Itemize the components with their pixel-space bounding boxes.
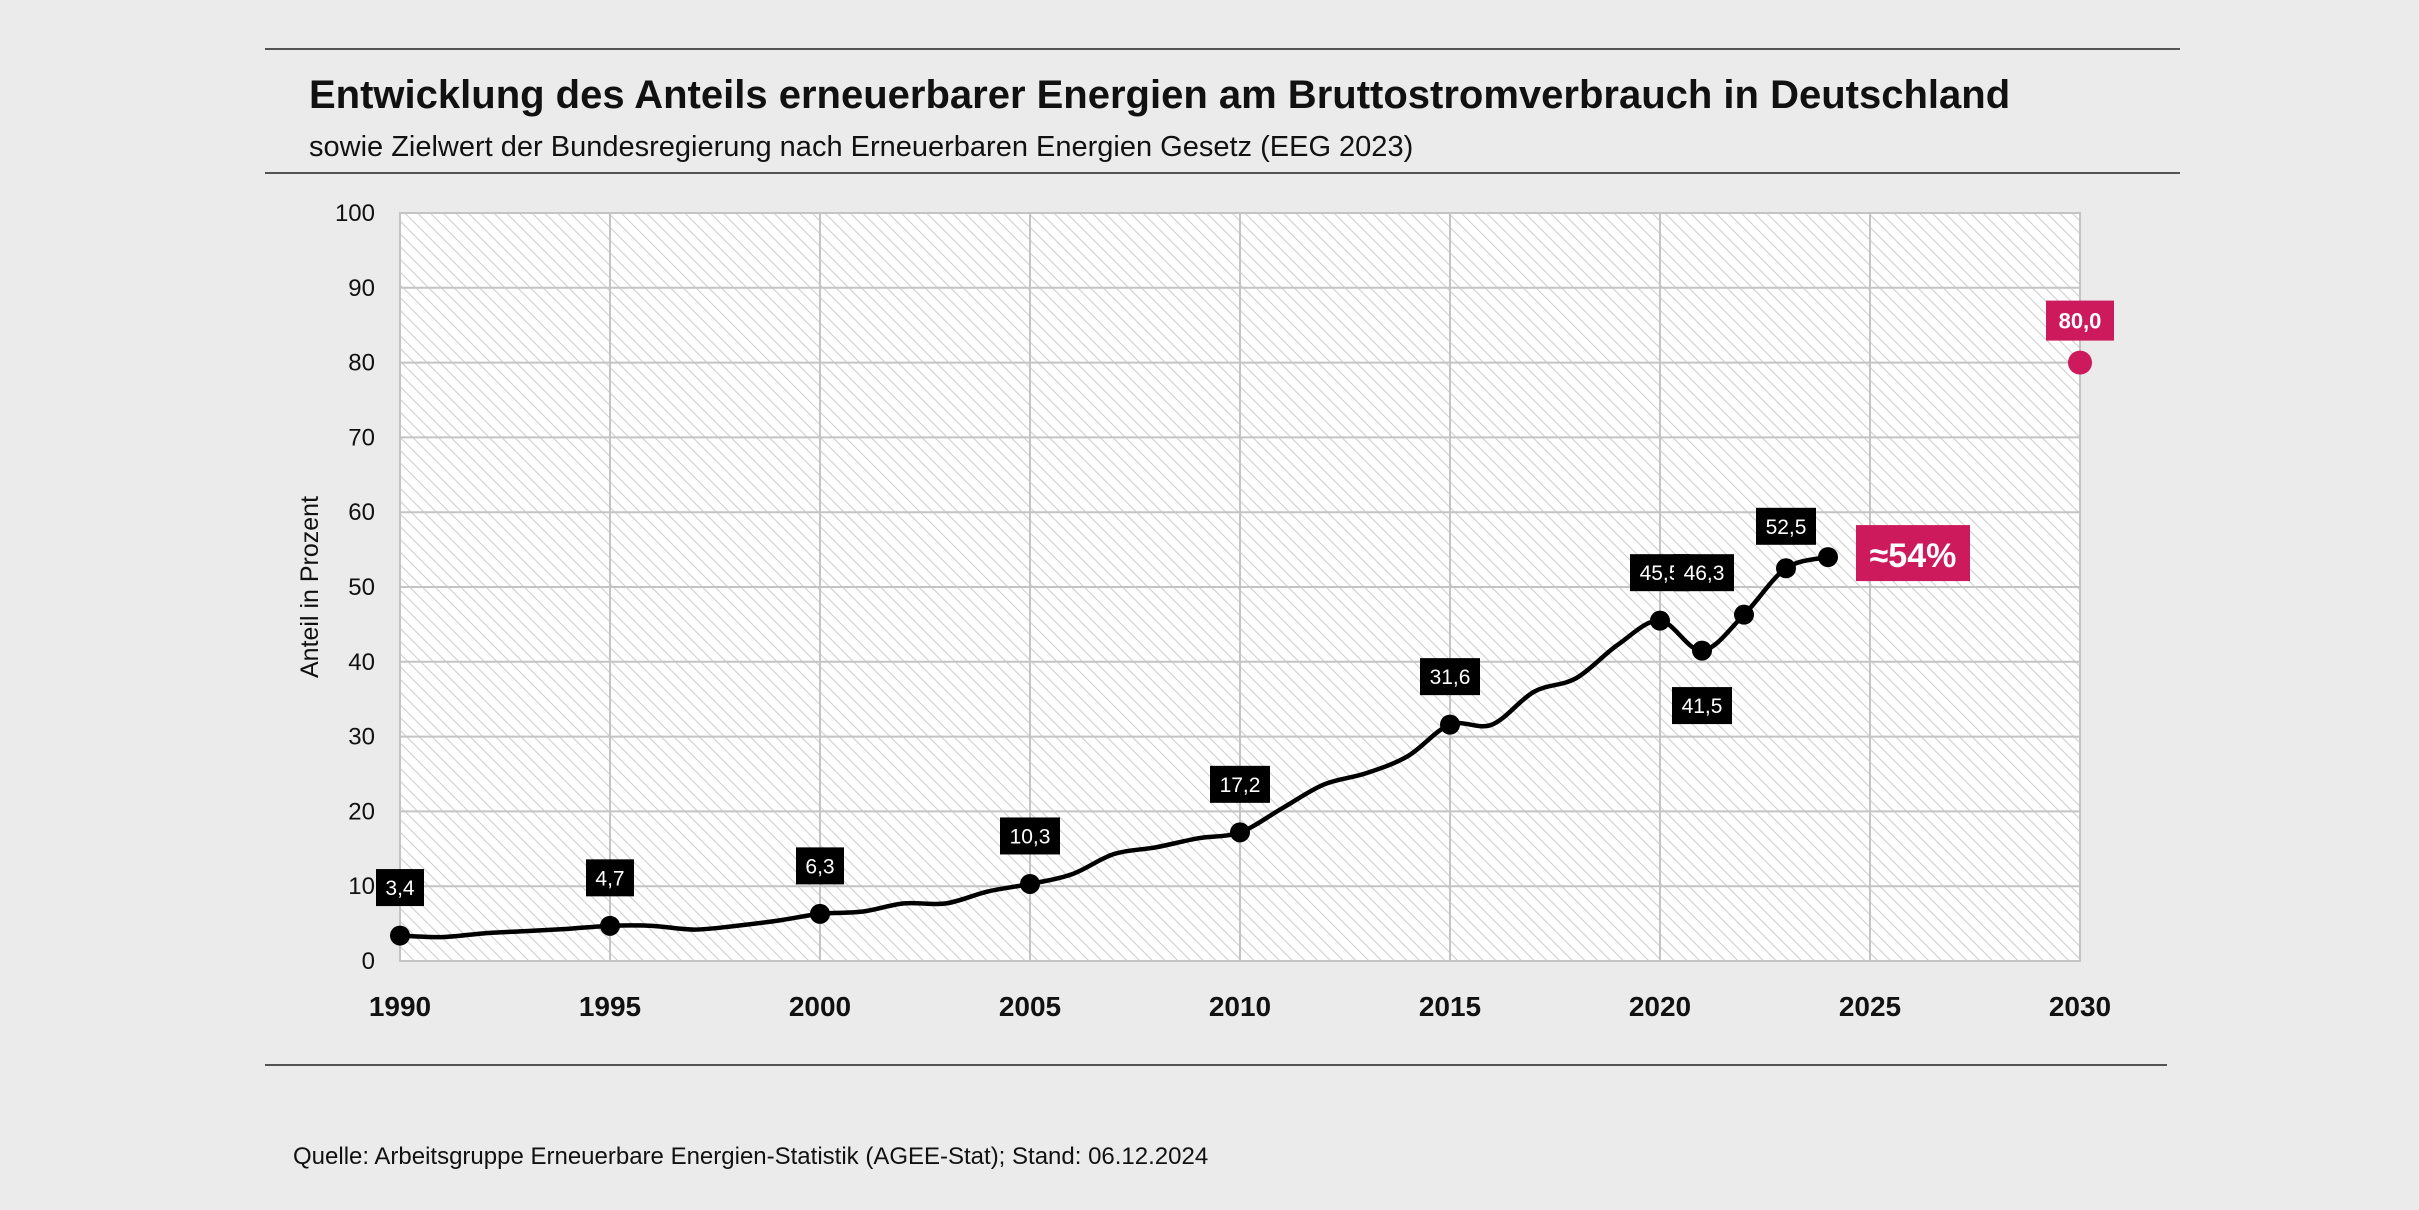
data-label-2023: 52,5 (1756, 507, 1816, 545)
series-line (399, 554, 1829, 940)
y-tick-label: 60 (348, 499, 375, 526)
y-tick-label: 100 (335, 200, 375, 227)
data-label-box (796, 847, 844, 885)
data-label-text: 31,6 (1430, 666, 1471, 689)
data-label-box (1420, 658, 1480, 696)
data-label-text: 45,5 (1640, 562, 1681, 585)
y-tick-label: 70 (348, 424, 375, 451)
data-label-text: 3,4 (385, 877, 415, 900)
x-tick-label: 2020 (1629, 991, 1691, 1022)
data-label-box (1672, 687, 1732, 725)
y-tick-label: 40 (348, 649, 375, 676)
x-tick-label: 2015 (1419, 991, 1481, 1022)
data-point-2022 (1734, 604, 1754, 625)
x-tick-label: 2025 (1839, 991, 1901, 1022)
data-point-1995 (600, 915, 620, 936)
data-label-box (586, 859, 634, 897)
estimate-label-text: ≈54% (1870, 537, 1957, 575)
y-tick-label: 90 (348, 275, 375, 302)
x-tick-label: 2010 (1209, 991, 1271, 1022)
chart-subtitle: sowie Zielwert der Bundesregierung nach … (309, 131, 1413, 163)
grid (400, 213, 2080, 961)
y-tick-label: 50 (348, 574, 375, 601)
data-label-text: 41,5 (1682, 695, 1723, 718)
estimate-label: ≈54% (1856, 525, 1970, 582)
y-tick-labels: 0 10 20 30 40 50 60 70 80 90 100 (335, 200, 375, 975)
source-note: Quelle: Arbeitsgruppe Erneuerbare Energi… (293, 1143, 1208, 1170)
y-tick-label: 0 (362, 948, 375, 975)
x-tick-label: 1995 (579, 991, 641, 1022)
chart-title: Entwicklung des Anteils erneuerbarer Ene… (309, 73, 2010, 117)
target-point (2068, 350, 2092, 375)
data-point-2021 (1692, 640, 1712, 661)
data-label-box (1210, 765, 1270, 803)
data-label-2000: 6,3 (796, 847, 844, 885)
data-point-2020 (1650, 610, 1670, 631)
data-label-2021: 41,5 (1672, 687, 1732, 725)
x-tick-label: 1990 (369, 991, 431, 1022)
data-label-2015: 31,6 (1420, 658, 1480, 696)
data-point-2005 (1020, 873, 1040, 894)
data-label-1990: 3,4 (376, 869, 424, 907)
data-labels: 3,4 4,7 6,3 10,3 17,2 31,6 45,5 41,5 46,3 52,5 ≈54… (376, 300, 2114, 907)
data-label-text: 6,3 (805, 855, 834, 878)
x-tick-label: 2000 (789, 991, 851, 1022)
data-label-box (1756, 507, 1816, 545)
data-label-text: 52,5 (1766, 516, 1807, 539)
data-label-text: 17,2 (1220, 774, 1261, 797)
data-label-2022: 46,3 (1674, 554, 1734, 592)
target-2030: 80,0 (2046, 300, 2114, 375)
data-label-text: 10,3 (1010, 825, 1051, 848)
data-label-text: 46,3 (1684, 562, 1725, 585)
data-label-2010: 17,2 (1210, 765, 1270, 803)
data-point-1990 (390, 925, 410, 946)
data-label-text: 4,7 (595, 867, 624, 890)
y-tick-label: 10 (348, 873, 375, 900)
data-point-2000 (810, 903, 830, 924)
target-label-box (2046, 300, 2114, 341)
y-tick-label: 20 (348, 798, 375, 825)
data-label-box (1674, 554, 1734, 592)
target-label-text: 80,0 (2059, 309, 2102, 334)
markers (390, 547, 1838, 946)
y-axis-label: Anteil in Prozent (296, 496, 324, 678)
estimate-label-box (1856, 525, 1970, 582)
data-label-box (376, 869, 424, 907)
x-tick-label: 2030 (2049, 991, 2111, 1022)
data-point-2024 (1818, 547, 1838, 568)
data-label-1995: 4,7 (586, 859, 634, 897)
data-point-2023 (1776, 558, 1796, 579)
y-tick-label: 30 (348, 724, 375, 751)
x-tick-labels: 1990 1995 2000 2005 2010 2015 2020 2025 2030 (369, 991, 2111, 1022)
data-label-box (1000, 817, 1060, 855)
y-tick-label: 80 (348, 350, 375, 377)
data-label-2005: 10,3 (1000, 817, 1060, 855)
data-point-2010 (1230, 822, 1250, 843)
data-point-2015 (1440, 714, 1460, 735)
x-tick-label: 2005 (999, 991, 1061, 1022)
